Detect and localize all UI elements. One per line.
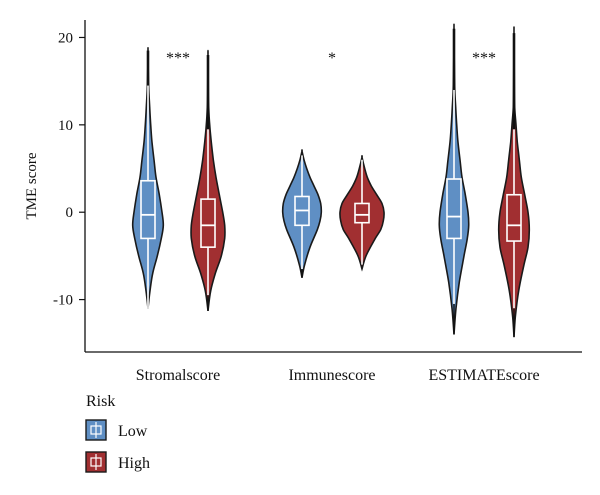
- violin-low-immunescore: [281, 149, 323, 278]
- violin-shape: [281, 149, 323, 278]
- y-ticks: -10 0 10 20: [53, 30, 85, 309]
- violin-shape: [339, 154, 385, 272]
- legend-entry-high: High: [85, 451, 150, 473]
- y-tick-label: 0: [66, 205, 74, 221]
- box: [140, 179, 156, 240]
- violin-high-stromalscore: [190, 49, 226, 311]
- x-tick-label-estimatescore: ESTIMATEscore: [428, 367, 539, 384]
- legend-label: High: [118, 455, 150, 472]
- x-tick-label-stromalscore: Stromalscore: [136, 367, 220, 384]
- plot-area: [131, 23, 531, 338]
- box: [506, 193, 522, 242]
- x-tick-label-immunescore: Immunescore: [288, 367, 375, 384]
- y-tick-label: 10: [58, 118, 73, 134]
- box: [354, 202, 370, 224]
- y-tick-label: -10: [53, 293, 73, 309]
- box: [200, 198, 216, 248]
- legend-title: Risk: [86, 393, 115, 410]
- violin-high-immunescore: [339, 154, 385, 272]
- legend-entries: Low High: [85, 419, 150, 473]
- legend-label: Low: [118, 423, 148, 440]
- legend: Risk Low High: [85, 393, 150, 473]
- legend-swatch-box: [90, 457, 102, 467]
- axes: [84, 20, 582, 353]
- y-tick-label: 20: [58, 30, 73, 46]
- significance-labels: *** * ***: [166, 50, 496, 67]
- box: [446, 178, 462, 240]
- significance-estimatescore: ***: [472, 50, 496, 67]
- x-tick-labels: Stromalscore Immunescore ESTIMATEscore: [136, 367, 540, 384]
- y-axis-label: TME score: [24, 152, 40, 219]
- violin-low-stromalscore: [131, 47, 165, 309]
- legend-swatch-box: [90, 425, 102, 435]
- violin-high-estimatescore: [497, 26, 531, 338]
- violin-low-estimatescore: [438, 23, 470, 335]
- legend-entry-low: Low: [85, 419, 148, 441]
- significance-immunescore: *: [328, 50, 336, 67]
- significance-stromalscore: ***: [166, 50, 190, 67]
